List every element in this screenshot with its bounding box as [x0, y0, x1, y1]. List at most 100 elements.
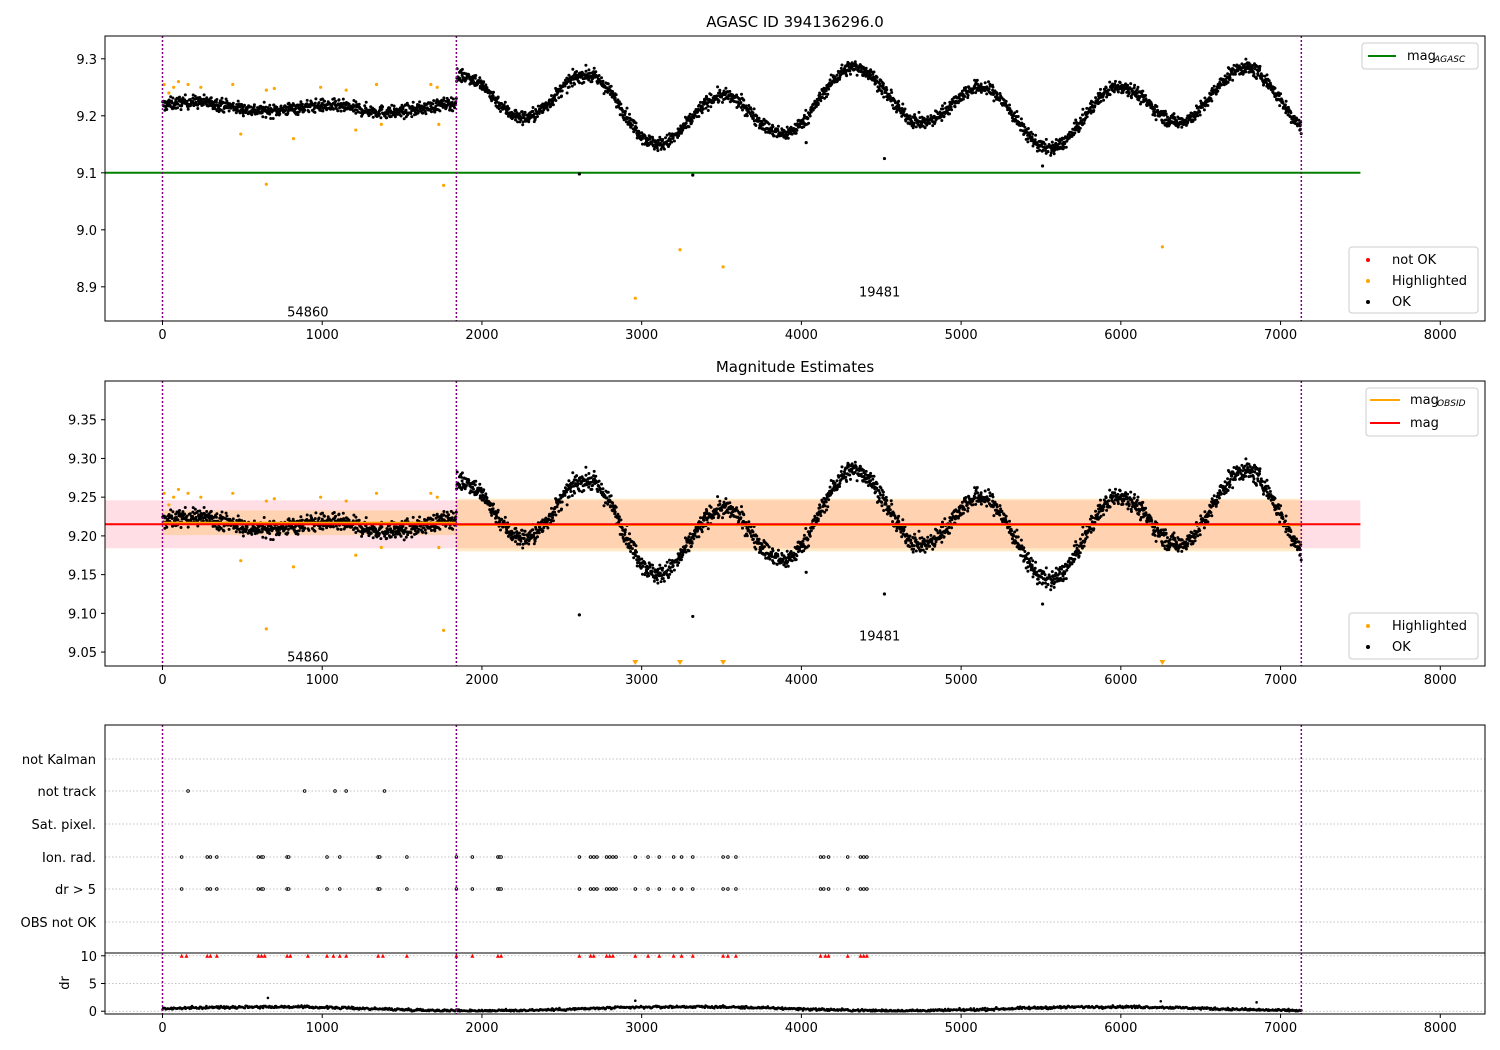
p2-ok-point — [261, 535, 265, 539]
p2-ok-point — [522, 533, 526, 537]
p2-ok-point — [600, 482, 603, 486]
p1-ok-point — [587, 68, 591, 72]
p1-ok-point — [279, 104, 283, 108]
p1-ok-point — [670, 140, 674, 144]
p2-ok-point — [227, 527, 231, 531]
p1-ok-point — [357, 102, 361, 106]
p1-ok-point — [243, 103, 246, 107]
p1-highlighted-point — [172, 85, 176, 89]
p1-ok-point — [354, 111, 358, 115]
p1-ok-point — [385, 116, 389, 120]
p1-ok-point — [165, 108, 169, 111]
p1-ok-point — [721, 100, 724, 104]
p1-ok-point — [739, 101, 743, 104]
p1-ok-point — [460, 67, 464, 71]
p1-highlighted-point — [678, 248, 682, 252]
p1-ok-point — [567, 73, 571, 77]
p2-ok-point — [238, 530, 242, 534]
p2-ok-point — [332, 511, 336, 514]
p1-ok-point — [1163, 109, 1167, 113]
p1-ok-point — [323, 99, 326, 103]
p2-ok-point — [423, 528, 427, 532]
p1-ok-point — [891, 103, 895, 107]
p1-ok-point — [261, 115, 265, 119]
p2-ok-point — [514, 526, 518, 530]
p2-ok-point — [635, 550, 638, 554]
p1-ok-point — [1010, 110, 1013, 114]
p1-ok-point — [451, 109, 455, 113]
p1-ok-point — [826, 92, 830, 96]
p1-ok-point — [1210, 99, 1214, 103]
p1-ok-point — [943, 101, 947, 105]
p2-ok-point — [697, 535, 701, 539]
p2-ok-point — [712, 516, 716, 520]
p1-ok-point — [888, 95, 892, 98]
p1-ok-point — [459, 71, 463, 75]
p2-ok-point — [421, 530, 425, 534]
p1-ok-point — [875, 75, 879, 79]
p2-ok-point — [742, 513, 746, 517]
p1-ok-point — [192, 104, 196, 108]
p1-ok-point — [334, 107, 338, 111]
p1-ok-point — [889, 88, 893, 92]
p1-ok-point — [522, 113, 526, 117]
p1-ok-point — [472, 80, 475, 83]
p2-ok-point — [176, 518, 180, 522]
p1-ok-point — [701, 107, 705, 111]
p2-ok-point — [496, 508, 500, 512]
p2-ok-point — [718, 502, 722, 506]
p1-ok-point — [557, 96, 561, 100]
legend-notok-marker — [1366, 258, 1370, 262]
p1-ok-point — [751, 116, 755, 120]
p2-ok-point — [205, 510, 209, 513]
p2-ok-point — [296, 532, 300, 536]
p1-ok-point — [1004, 99, 1008, 103]
p1-ok-point — [688, 112, 692, 116]
p1-ok-point — [496, 95, 500, 99]
p1-ok-point — [170, 101, 174, 105]
p1-ok-point — [790, 132, 794, 136]
p1-ok-point — [700, 111, 704, 115]
p2-ok-point — [424, 531, 428, 535]
p1-ok-point — [1153, 113, 1157, 117]
p1-ok-point — [979, 82, 983, 86]
p2-ok-point — [520, 528, 524, 532]
p1-ok-point — [1216, 89, 1220, 93]
p1-ok-point — [950, 108, 954, 112]
p1-ok-point — [1231, 78, 1235, 82]
p1-ok-point — [908, 114, 912, 118]
p1-ok-point — [231, 101, 235, 105]
p1-ok-point — [268, 112, 272, 116]
p1-ok-point — [823, 92, 827, 96]
p2-ok-point — [186, 525, 190, 529]
p1-ok-point — [808, 114, 812, 118]
p1-ok-point — [635, 126, 638, 130]
p1-ok-point — [451, 97, 455, 101]
p1-ok-point — [1073, 131, 1077, 135]
p1-ok-point — [806, 116, 810, 120]
p1-ok-point — [506, 104, 510, 108]
p1-ok-point — [995, 93, 999, 97]
p2-ok-point — [687, 535, 691, 539]
p1-ok-point — [776, 124, 780, 128]
p1-ok-point — [531, 109, 535, 113]
p1-ok-point — [917, 110, 921, 114]
p1-ok-point — [928, 121, 932, 125]
p1-ok-point — [196, 107, 200, 110]
p2-ok-point — [738, 512, 742, 516]
legend-notok-label: not OK — [1392, 253, 1437, 268]
p1-ok-point — [307, 110, 311, 114]
p1-ok-point — [473, 76, 477, 80]
p1-ok-point — [1085, 115, 1089, 119]
p2-ok-point — [651, 566, 655, 570]
p2-ok-point — [739, 516, 743, 520]
p2-ok-point — [404, 526, 408, 530]
p2-ok-point — [681, 553, 685, 557]
legend-ok-marker — [1366, 300, 1370, 304]
p1-ok-point — [241, 114, 245, 118]
p1-ok-point — [503, 100, 507, 104]
p1-ok-point — [1108, 80, 1112, 84]
p2-ok-point — [241, 534, 245, 538]
p1-ok-point — [551, 103, 555, 107]
p1-ok-point — [364, 100, 368, 104]
